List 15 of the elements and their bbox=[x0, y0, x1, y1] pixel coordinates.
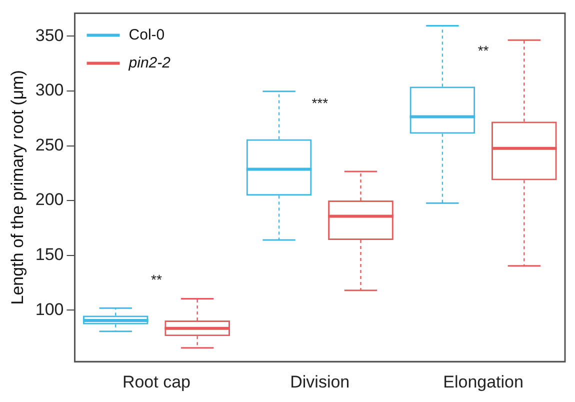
legend-label: Col-0 bbox=[128, 26, 165, 44]
y-tick-label: 250 bbox=[35, 135, 64, 154]
x-tick-label: Root cap bbox=[122, 372, 190, 392]
x-tick-label: Elongation bbox=[443, 372, 524, 392]
y-tick-label: 200 bbox=[35, 190, 64, 210]
y-tick-label: 300 bbox=[35, 80, 64, 100]
y-axis-title: Length of the primary root (μm) bbox=[8, 70, 27, 305]
x-tick-label: Division bbox=[290, 372, 350, 392]
y-tick-label: 150 bbox=[35, 245, 64, 264]
y-tick-label: 350 bbox=[35, 26, 64, 45]
legend-label: pin2-2 bbox=[128, 54, 172, 72]
annotation: *** bbox=[312, 95, 329, 112]
annotation: ** bbox=[151, 271, 162, 288]
y-tick-label: 100 bbox=[35, 300, 64, 319]
annotation: ** bbox=[478, 42, 490, 58]
